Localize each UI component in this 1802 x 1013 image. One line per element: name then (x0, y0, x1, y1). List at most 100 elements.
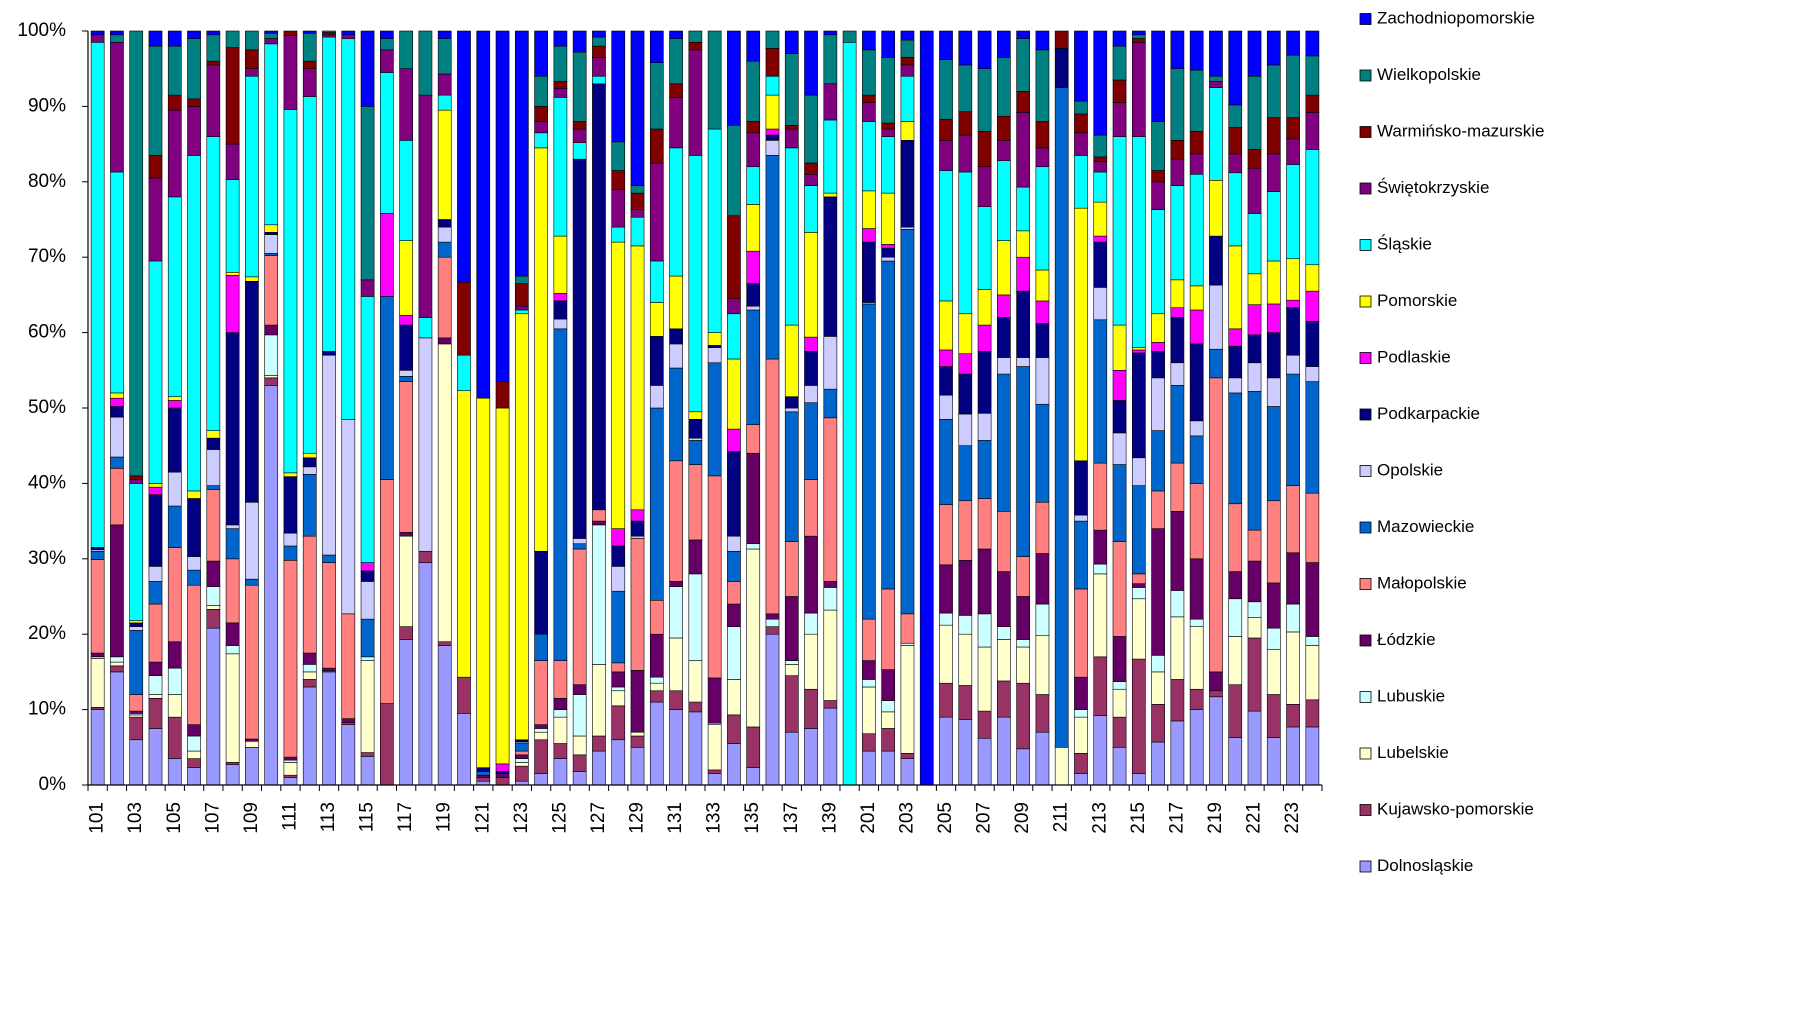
bar-segment (1016, 596, 1030, 640)
bar-segment (669, 147, 683, 277)
bar-segment (958, 313, 973, 355)
bar-segment (1016, 230, 1030, 258)
bar-segment (1189, 558, 1204, 620)
bar-segment (977, 324, 992, 352)
bar-segment (283, 472, 298, 477)
bar-segment (862, 750, 876, 786)
bar-segment (90, 30, 105, 36)
bar-segment (514, 765, 529, 782)
bar-segment (1074, 30, 1088, 102)
bar-segment (1266, 64, 1281, 119)
bar-segment (399, 535, 413, 627)
bar-segment (341, 722, 356, 725)
bar-segment (611, 705, 626, 741)
bar-segment (765, 30, 780, 49)
bar-segment (264, 255, 279, 326)
bar-segment (129, 716, 144, 741)
bar-segment (1209, 696, 1223, 786)
bar-segment (437, 38, 452, 75)
bar-segment (399, 376, 413, 382)
bar-segment (514, 754, 529, 759)
bar-segment (534, 773, 548, 786)
bar-segment (997, 30, 1011, 58)
bar-segment (1093, 319, 1108, 464)
bar-segment (823, 192, 838, 198)
bar-segment (302, 535, 317, 654)
bar-segment (264, 324, 279, 336)
bar-segment (90, 559, 105, 654)
bar-segment (380, 213, 394, 297)
bar-segment (688, 711, 703, 786)
bar-segment (553, 697, 568, 710)
bar-segment (283, 762, 298, 776)
bar-segment (1016, 30, 1030, 39)
bar-segment (1093, 287, 1108, 321)
bar-segment (1151, 655, 1165, 673)
bar-segment (1228, 737, 1243, 786)
bar-segment (804, 162, 818, 175)
bar-segment (1151, 741, 1165, 786)
bar-segment (649, 599, 664, 635)
bar-segment (399, 369, 413, 377)
bar-segment (1151, 351, 1165, 379)
bar-segment (225, 524, 240, 529)
bar-segment (380, 72, 394, 214)
bar-segment (322, 354, 336, 556)
bar-segment (649, 62, 664, 130)
bar-segment (457, 354, 471, 391)
bar-segment (1151, 170, 1165, 183)
bar-segment (534, 724, 548, 729)
bar-segment (1266, 500, 1281, 584)
bar-segment (881, 136, 896, 194)
bar-segment (1189, 69, 1204, 132)
bar-segment (1286, 299, 1300, 309)
bar-segment (1286, 603, 1300, 633)
bar-segment (534, 633, 548, 661)
bar-segment (572, 735, 587, 756)
bar-segment (1266, 406, 1281, 502)
bar-segment (553, 328, 568, 661)
bar-segment (958, 111, 973, 136)
bar-segment (1305, 30, 1320, 57)
legend-marker (1359, 239, 1372, 251)
bar-segment (1170, 68, 1185, 141)
bar-segment (360, 756, 375, 786)
bar-segment (90, 42, 105, 548)
bar-segment (939, 349, 953, 367)
bar-segment (1112, 688, 1127, 718)
bar-segment (997, 57, 1011, 117)
x-tick-label: 119 (434, 802, 455, 832)
bar-segment (514, 313, 529, 741)
bar-segment (225, 47, 240, 145)
bar-segment (302, 452, 317, 459)
bar-segment (148, 728, 163, 786)
bar-segment (746, 767, 761, 786)
bar-segment (572, 538, 587, 545)
bar-segment (649, 336, 664, 386)
legend-marker (1359, 747, 1372, 760)
x-tick-label: 137 (781, 802, 802, 834)
x-tick-label: 133 (704, 802, 725, 834)
bar-segment (804, 479, 818, 537)
bar-segment (148, 494, 163, 567)
bar-segment (611, 671, 626, 688)
bar-segment (784, 147, 799, 326)
bar-segment (727, 298, 741, 315)
bar-segment (1131, 583, 1146, 588)
bar-segment (784, 541, 799, 597)
bar-segment (977, 710, 992, 739)
bar-segment (746, 60, 761, 122)
bar-segment (977, 130, 992, 168)
bar-segment (360, 570, 375, 582)
bar-segment (977, 548, 992, 615)
bar-segment (418, 94, 433, 318)
bar-segment (225, 622, 240, 646)
bar-segment (611, 686, 626, 692)
bar-segment (611, 528, 626, 547)
bar-segment (1151, 490, 1165, 529)
bar-segment (225, 764, 240, 786)
bar-segment (225, 528, 240, 560)
bar-segment (1074, 588, 1088, 678)
bar-segment (1247, 167, 1262, 214)
x-tick-label: 213 (1089, 802, 1110, 834)
